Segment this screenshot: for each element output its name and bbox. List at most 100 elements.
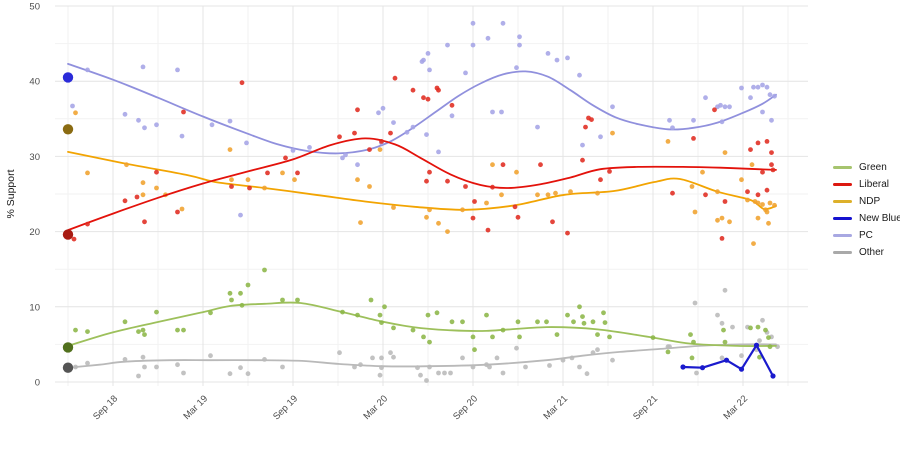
poll-point-ndp [767,200,773,206]
poll-point-liberal [367,147,372,153]
poll-point-other [757,338,762,343]
poll-point-green [355,312,360,318]
poll-point-pc [577,72,582,78]
poll-point-pc [136,117,141,123]
poll-point-green [295,297,300,303]
poll-point-pc [154,122,159,128]
poll-point-green [391,325,396,331]
poll-point-ndp [140,192,146,198]
legend-item-green: Green [833,161,900,173]
poll-point-other [719,355,725,361]
poll-point-pc [175,67,180,73]
poll-point-green [410,327,416,333]
legend-label-liberal: Liberal [859,178,890,190]
poll-point-ndp [692,209,698,215]
poll-point-liberal [449,102,455,108]
poll-point-green [425,312,431,318]
poll-point-ndp [535,192,540,198]
poll-point-pc [719,119,725,125]
poll-point-liberal [719,236,725,241]
poll-point-liberal [538,162,543,168]
poll-point-ndp [665,139,671,144]
poll-point-ndp [514,169,519,175]
poll-point-green [688,332,693,337]
poll-point-green [122,319,128,325]
x-tick-label: Mar 19 [181,393,210,422]
poll-point-pc [545,51,551,56]
poll-point-liberal [410,87,416,93]
poll-point-other [418,372,423,378]
x-tick-label: Sep 20 [451,393,480,422]
poll-point-other [337,350,342,356]
poll-point-pc [499,109,504,115]
poll-point-other [358,362,363,368]
poll-point-other [140,354,146,360]
poll-point-green [85,329,90,334]
poll-point-new-blue [738,366,745,372]
x-tick-label: Sep 18 [91,393,120,422]
poll-point-pc [449,113,455,119]
poll-point-liberal [229,184,234,189]
poll-point-green [748,325,753,331]
poll-point-ndp [484,200,489,206]
election-result-dot-green [62,342,74,353]
poll-point-other [436,370,441,376]
poll-point-ndp [445,229,450,235]
poll-point-ndp [124,162,129,168]
poll-point-pc [340,155,345,161]
legend-swatch-green [833,165,852,169]
poll-point-pc [343,152,348,158]
poll-point-liberal [445,178,450,184]
poll-point-pc [517,42,522,48]
poll-point-liberal [515,214,521,220]
election-result-dots [62,72,74,373]
poll-point-green [154,309,159,315]
poll-point-pc [427,67,432,73]
series-ndp [67,110,777,247]
y-tick-label: 10 [29,302,40,313]
poll-point-ndp [490,162,495,168]
poll-point-other [694,370,699,376]
poll-point-pc [691,117,696,123]
poll-point-green [601,310,606,316]
poll-point-liberal [283,155,288,161]
poll-point-pc [290,148,296,153]
poll-point-pc [470,42,476,48]
poll-point-pc [142,125,147,131]
poll-point-green [434,310,440,316]
legend-item-other: Other [833,246,900,258]
poll-point-liberal [472,199,477,204]
poll-point-green [580,314,585,319]
poll-point-pc [391,120,396,125]
x-tick-label: Mar 21 [541,393,570,422]
poll-point-other [470,364,476,370]
poll-point-other [722,287,728,293]
poll-point-pc [490,109,495,115]
poll-point-green [595,332,600,337]
poll-point-green [262,267,267,273]
poll-point-other [245,371,251,377]
poll-point-green [722,339,728,345]
poll-point-new-blue [680,364,686,370]
poll-point-pc [355,162,360,168]
legend-label-other: Other [859,246,885,258]
poll-point-ndp [499,192,504,198]
poll-point-pc [140,64,146,70]
poll-point-other [692,300,698,306]
legend-label-green: Green [859,161,887,173]
legend-item-ndp: NDP [833,195,900,207]
poll-point-liberal [764,139,770,144]
trend-line-green [67,301,777,347]
poll-point-ndp [245,177,251,183]
poll-point-green [208,310,213,316]
x-axis-tick-labels: Sep 18 Mar 19 Sep 19 Mar 20 Sep 20 Mar 21 Sep … [91,393,750,422]
trend-line-new-blue [681,344,775,378]
poll-point-pc [227,118,233,124]
poll-point-pc [610,104,615,110]
poll-point-liberal [463,184,468,189]
poll-point-other [370,355,375,361]
poll-point-ndp [610,130,615,136]
poll-point-pc [598,134,603,140]
poll-point-pc [307,145,312,150]
trend-line-other [67,343,777,369]
